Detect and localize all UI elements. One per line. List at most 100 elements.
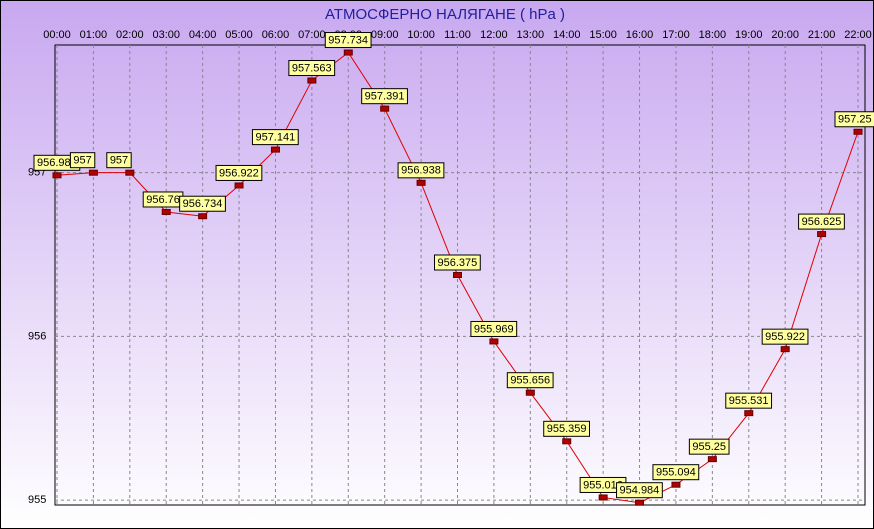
x-tick-label: 07:00 bbox=[298, 29, 326, 41]
marker bbox=[671, 481, 681, 488]
data-label-text: 954.984 bbox=[620, 485, 660, 497]
data-label: 955.359 bbox=[543, 420, 590, 437]
data-label-text: 956.76 bbox=[146, 194, 180, 206]
data-label-text: 955.531 bbox=[729, 395, 769, 407]
data-label-text: 957.141 bbox=[255, 132, 295, 144]
marker bbox=[198, 213, 208, 220]
marker bbox=[52, 172, 62, 179]
x-tick-label: 21:00 bbox=[808, 29, 836, 41]
marker bbox=[307, 77, 317, 84]
x-tick-label: 12:00 bbox=[480, 29, 508, 41]
data-label-text: 955.656 bbox=[510, 375, 550, 387]
data-label: 956.625 bbox=[798, 213, 845, 230]
marker bbox=[780, 346, 790, 353]
y-tick-label: 955 bbox=[28, 494, 46, 506]
data-label-text: 955.922 bbox=[765, 331, 805, 343]
data-label-text: 955.094 bbox=[656, 467, 696, 479]
data-label-box bbox=[397, 162, 445, 179]
data-label-text: 956.984 bbox=[37, 157, 77, 169]
data-label-text: 955.25 bbox=[692, 441, 726, 453]
marker bbox=[525, 389, 535, 396]
data-label-text: 956.625 bbox=[802, 216, 842, 228]
data-label-text: 956.734 bbox=[183, 198, 223, 210]
x-tick-label: 15:00 bbox=[589, 29, 617, 41]
x-tick-label: 20:00 bbox=[771, 29, 799, 41]
marker bbox=[125, 169, 135, 176]
marker bbox=[817, 231, 827, 238]
data-label-text: 957.734 bbox=[328, 34, 368, 46]
marker bbox=[343, 49, 353, 56]
data-label-box bbox=[652, 464, 700, 481]
chart-title: АТМОСФЕРНО НАЛЯГАНЕ ( hPa ) bbox=[325, 6, 565, 23]
data-label: 956.375 bbox=[434, 254, 481, 271]
y-tick-label: 956 bbox=[28, 330, 46, 342]
data-label-box bbox=[834, 111, 874, 128]
marker bbox=[707, 456, 717, 463]
data-label: 954.984 bbox=[616, 482, 663, 499]
data-label-text: 957.391 bbox=[365, 91, 405, 103]
marker bbox=[453, 272, 462, 278]
data-label-text: 957 bbox=[73, 155, 91, 167]
x-tick-label: 01:00 bbox=[80, 29, 108, 41]
data-label: 955.25 bbox=[688, 438, 730, 455]
x-tick-label: 10:00 bbox=[407, 29, 435, 41]
data-label: 955.969 bbox=[470, 320, 518, 337]
data-label: 957.391 bbox=[361, 88, 408, 105]
data-label-box bbox=[725, 392, 773, 409]
data-label-box bbox=[288, 60, 336, 77]
data-label: 955.531 bbox=[725, 392, 773, 409]
marker bbox=[635, 499, 645, 506]
marker bbox=[270, 146, 280, 153]
marker bbox=[562, 438, 572, 445]
data-label: 956.922 bbox=[215, 164, 263, 181]
x-tick-label: 11:00 bbox=[444, 29, 471, 41]
x-tick-label: 16:00 bbox=[626, 29, 654, 41]
x-tick-label: 04:00 bbox=[189, 29, 217, 41]
x-tick-label: 14:00 bbox=[553, 29, 581, 41]
data-label-text: 955.969 bbox=[474, 323, 514, 335]
data-label: 955.922 bbox=[761, 328, 809, 345]
marker bbox=[744, 410, 754, 417]
data-label-text: 955.016 bbox=[583, 479, 623, 491]
data-label: 955.094 bbox=[652, 464, 700, 481]
x-tick-label: 03:00 bbox=[152, 29, 180, 41]
data-label-box bbox=[106, 152, 132, 169]
x-tick-label: 06:00 bbox=[262, 29, 290, 41]
marker bbox=[416, 179, 426, 186]
data-label-text: 957.563 bbox=[292, 62, 332, 74]
x-tick-label: 19:00 bbox=[735, 29, 763, 41]
marker bbox=[380, 105, 390, 112]
data-label: 957.563 bbox=[288, 60, 336, 77]
data-label: 955.016 bbox=[579, 476, 627, 493]
x-tick-label: 09:00 bbox=[371, 29, 399, 41]
data-label-box bbox=[506, 372, 554, 389]
data-label-box bbox=[688, 438, 730, 455]
x-tick-label: 13:00 bbox=[517, 29, 545, 41]
data-label: 957 bbox=[106, 152, 132, 169]
marker bbox=[234, 182, 244, 189]
data-label-text: 956.938 bbox=[401, 165, 441, 177]
marker bbox=[161, 208, 171, 215]
data-label: 957.734 bbox=[324, 32, 372, 49]
data-label-box bbox=[434, 254, 481, 271]
data-label-box bbox=[798, 213, 845, 230]
x-tick-label: 00:00 bbox=[43, 29, 71, 41]
data-label-text: 956.922 bbox=[219, 167, 259, 179]
marker bbox=[88, 169, 98, 176]
data-label-box bbox=[543, 420, 590, 437]
data-label-box bbox=[361, 88, 408, 105]
x-tick-label: 05:00 bbox=[225, 29, 253, 41]
data-label: 957.25 bbox=[834, 111, 874, 128]
data-label-box bbox=[251, 129, 299, 146]
data-label: 956.938 bbox=[397, 162, 445, 179]
x-tick-label: 17:00 bbox=[662, 29, 690, 41]
data-label-text: 956.375 bbox=[438, 257, 478, 269]
data-label-box bbox=[470, 320, 518, 337]
data-label: 956.734 bbox=[179, 195, 226, 212]
marker bbox=[598, 494, 608, 501]
data-label-box bbox=[215, 164, 263, 181]
x-tick-label: 18:00 bbox=[699, 29, 727, 41]
data-label: 955.656 bbox=[506, 372, 554, 389]
x-tick-label: 22:00 bbox=[844, 29, 872, 41]
